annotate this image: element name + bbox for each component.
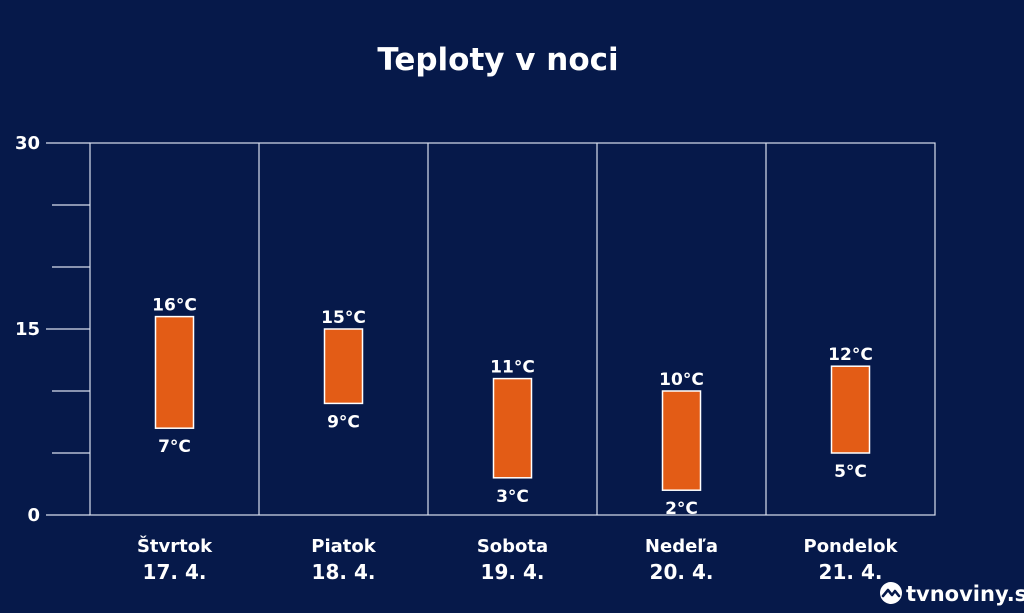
category-day-label: Sobota xyxy=(477,536,548,557)
y-tick-label: 30 xyxy=(15,133,40,154)
temperature-range-bar xyxy=(661,390,702,491)
category-date-label: 18. 4. xyxy=(312,560,376,584)
plot-border xyxy=(89,142,936,516)
max-temp-label: 15°C xyxy=(321,308,366,328)
temperature-range-bar xyxy=(154,315,195,429)
y-axis: 0 15 30 xyxy=(15,133,90,526)
max-temp-label: 11°C xyxy=(490,358,535,378)
temperature-range-bar xyxy=(323,328,364,405)
min-temp-label: 3°C xyxy=(496,487,529,507)
max-temp-label: 12°C xyxy=(828,345,873,365)
y-tick-label: 0 xyxy=(27,505,40,526)
tvnoviny-logo-icon xyxy=(880,582,902,604)
chart-title: Teploty v noci xyxy=(377,42,618,78)
category-date-label: 21. 4. xyxy=(819,560,883,584)
max-temp-label: 16°C xyxy=(152,296,197,316)
brand-name: tvnoviny.sk xyxy=(906,582,1024,606)
category-labels-layer: Štvrtok 17. 4. Piatok 18. 4. Sobota 19. 4. Ned… xyxy=(137,535,899,584)
brand-logo: tvnoviny.sk xyxy=(880,582,1024,606)
temperature-range-bar xyxy=(492,377,533,479)
plot-frame xyxy=(89,142,936,516)
y-tick-label: 15 xyxy=(15,319,40,340)
category-day-label: Nedeľa xyxy=(645,536,718,557)
max-temp-label: 10°C xyxy=(659,370,704,390)
temperature-range-bar xyxy=(830,365,871,454)
min-temp-label: 9°C xyxy=(327,412,360,432)
category-date-label: 20. 4. xyxy=(650,560,714,584)
category-day-label: Pondelok xyxy=(804,536,899,557)
min-temp-label: 5°C xyxy=(834,462,867,482)
data-labels-layer: 16°C 7°C 15°C 9°C 11°C 3°C 10°C 2°C 12°C 5°C xyxy=(152,296,873,520)
bars-layer xyxy=(154,315,871,491)
min-temp-label: 7°C xyxy=(158,437,191,457)
category-day-label: Štvrtok xyxy=(137,535,213,557)
category-date-label: 17. 4. xyxy=(143,560,207,584)
category-date-label: 19. 4. xyxy=(481,560,545,584)
category-day-label: Piatok xyxy=(311,536,376,557)
min-temp-label: 2°C xyxy=(665,499,698,519)
